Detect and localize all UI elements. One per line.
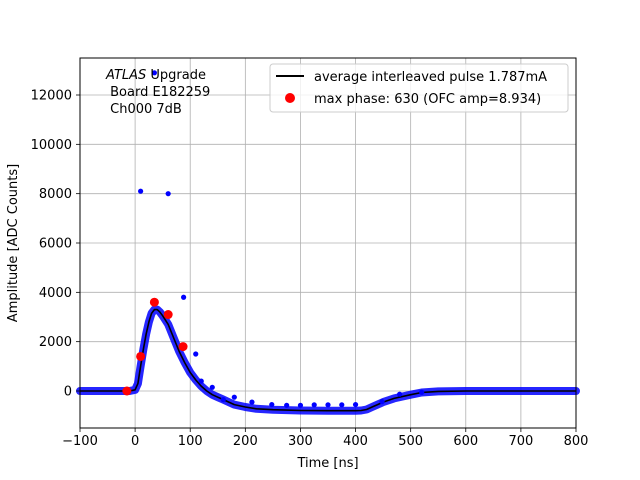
sample-outlier-point — [352, 401, 359, 408]
x-axis-label: Time [ns] — [296, 456, 358, 471]
ticks: −100 0 100 200 300 400 500 600 700 80002000400060… — [31, 89, 589, 450]
sample-outlier-point — [165, 191, 171, 197]
sample-outlier-point — [193, 351, 199, 357]
sample-outlier-point — [311, 402, 317, 408]
x-tick-label: 700 — [508, 434, 533, 449]
x-tick-label: 300 — [288, 434, 313, 449]
legend-marker-max-phase — [285, 93, 295, 103]
sample-outlier-point — [151, 70, 157, 76]
sample-outlier-point — [297, 402, 304, 408]
sample-outlier-point — [269, 401, 275, 408]
max-phase-point — [122, 386, 132, 396]
y-tick-label: 4000 — [39, 286, 72, 301]
max-phase-point — [136, 351, 146, 361]
sample-outlier-point — [181, 294, 187, 300]
max-phase-point — [163, 310, 173, 320]
sample-outlier-point — [231, 394, 237, 400]
sample-outlier-point — [339, 402, 345, 408]
sample-outlier-point — [325, 402, 331, 408]
x-tick-label: 500 — [398, 434, 423, 449]
x-tick-label: 800 — [564, 434, 589, 449]
sample-outlier-point — [419, 389, 425, 395]
series-layer — [76, 70, 580, 415]
y-tick-label: 8000 — [39, 187, 72, 202]
annotation-line-3: Ch000 7dB — [106, 102, 182, 117]
x-tick-label: 100 — [178, 434, 203, 449]
y-axis-label: Amplitude [ADC Counts] — [6, 164, 21, 322]
x-tick-label: 0 — [131, 434, 139, 449]
x-tick-label: −100 — [62, 434, 98, 449]
sample-outlier-point — [284, 402, 290, 408]
sample-outlier-point — [397, 391, 403, 397]
upgrade-label: Upgrade — [146, 68, 206, 83]
sample-outlier-point — [379, 399, 385, 405]
x-tick-label: 200 — [233, 434, 258, 449]
legend-label-average-pulse: average interleaved pulse 1.787mA — [314, 70, 547, 85]
sample-outlier-point — [209, 384, 215, 390]
annotation-line-1: ATLAS Upgrade — [105, 68, 206, 83]
legend: average interleaved pulse 1.787mA max ph… — [269, 63, 569, 113]
annotation-line-2: Board E182259 — [106, 85, 210, 100]
legend-label-max-phase: max phase: 630 (OFC amp=8.934) — [314, 92, 541, 107]
sample-outlier-point — [249, 399, 255, 405]
y-tick-label: 0 — [64, 385, 72, 400]
y-tick-label: 12000 — [31, 89, 72, 104]
legend-box — [269, 63, 569, 113]
x-tick-label: 400 — [343, 434, 368, 449]
y-tick-label: 6000 — [39, 237, 72, 252]
x-tick-label: 600 — [453, 434, 478, 449]
sample-outlier-point — [138, 188, 144, 194]
y-tick-label: 2000 — [39, 335, 72, 350]
board-annotation: ATLAS Upgrade Board E182259 Ch000 7dB — [105, 68, 210, 117]
average-pulse-line — [80, 308, 576, 412]
sample-outlier-point — [220, 397, 226, 403]
atlas-label: ATLAS — [105, 68, 146, 83]
sample-outlier-point — [198, 378, 204, 384]
max-phase-point — [178, 342, 188, 352]
max-phase-point — [149, 297, 159, 307]
y-tick-label: 10000 — [31, 138, 72, 153]
